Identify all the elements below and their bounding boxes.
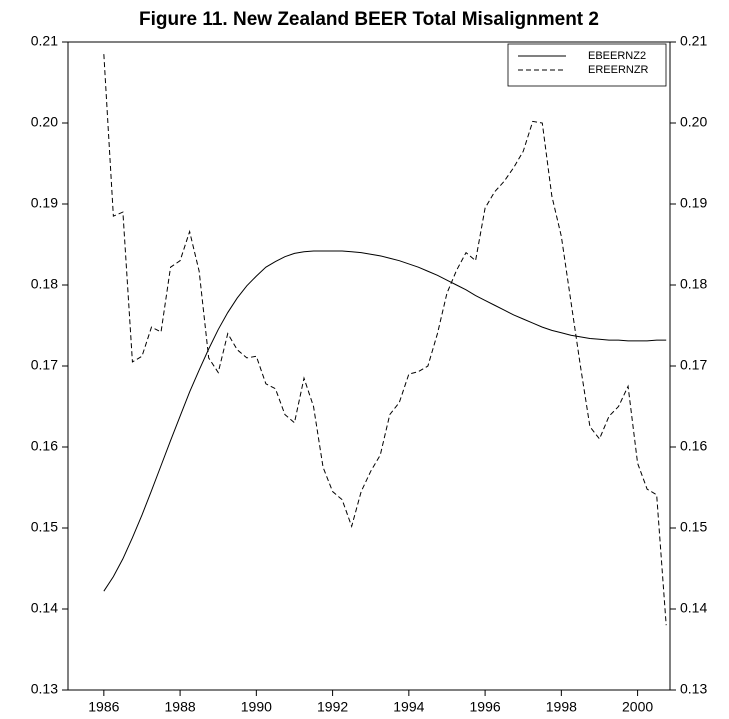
legend-label: EREERNZR xyxy=(588,64,649,76)
y-tick-label: 0.18 xyxy=(31,276,58,292)
y-tick-label: 0.17 xyxy=(31,357,58,373)
y2-tick-label: 0.20 xyxy=(680,114,707,130)
y-tick-label: 0.13 xyxy=(31,681,58,697)
series-line xyxy=(103,250,667,592)
y-tick-label: 0.16 xyxy=(31,438,58,454)
x-tick-label: 1990 xyxy=(241,699,272,715)
legend-label: EBEERNZ2 xyxy=(588,50,646,62)
x-tick-label: 1988 xyxy=(165,699,196,715)
series-line xyxy=(103,54,667,626)
x-tick-label: 1996 xyxy=(470,699,501,715)
x-tick-label: 2000 xyxy=(622,699,653,715)
legend-box xyxy=(507,43,667,87)
y-tick-label: 0.15 xyxy=(31,519,58,535)
y-tick-label: 0.20 xyxy=(31,114,58,130)
y2-tick-label: 0.21 xyxy=(680,33,707,49)
y2-tick-label: 0.19 xyxy=(680,195,707,211)
y2-tick-label: 0.18 xyxy=(680,276,707,292)
y2-tick-label: 0.13 xyxy=(680,681,707,697)
plot-frame xyxy=(67,41,671,691)
y2-tick-label: 0.16 xyxy=(680,438,707,454)
y2-tick-label: 0.17 xyxy=(680,357,707,373)
x-tick-label: 1986 xyxy=(88,699,119,715)
x-tick-label: 1992 xyxy=(317,699,348,715)
y-tick-label: 0.21 xyxy=(31,33,58,49)
chart-title: Figure 11. New Zealand BEER Total Misali… xyxy=(139,9,599,30)
y2-tick-label: 0.15 xyxy=(680,519,707,535)
x-tick-label: 1994 xyxy=(393,699,424,715)
y-tick-label: 0.19 xyxy=(31,195,58,211)
y-tick-label: 0.14 xyxy=(31,600,58,616)
x-tick-label: 1998 xyxy=(546,699,577,715)
y2-tick-label: 0.14 xyxy=(680,600,707,616)
